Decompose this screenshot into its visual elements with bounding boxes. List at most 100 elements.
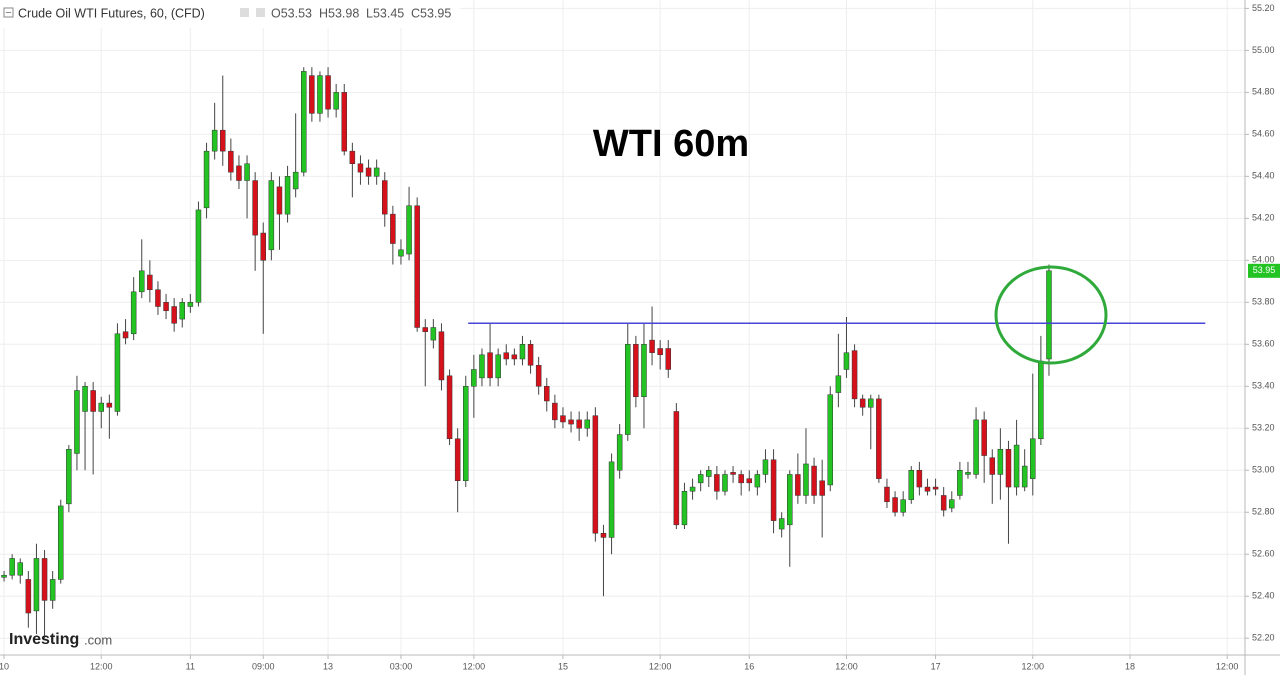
candle-body bbox=[268, 180, 275, 251]
candle-body bbox=[641, 344, 647, 398]
candle-body bbox=[665, 348, 672, 370]
candle-body bbox=[195, 209, 202, 303]
candle-body bbox=[673, 411, 680, 526]
candle-body bbox=[479, 354, 485, 379]
candle-body bbox=[414, 205, 420, 328]
candle-body bbox=[446, 375, 453, 440]
header-close: C53.95 bbox=[411, 6, 451, 20]
candle-body bbox=[957, 470, 963, 496]
candle-body bbox=[179, 302, 186, 320]
candle-body bbox=[58, 505, 64, 580]
x-tick-label: 12:00 bbox=[649, 661, 672, 671]
candle-body bbox=[714, 474, 720, 492]
candle-body bbox=[527, 344, 534, 366]
candle-body bbox=[155, 289, 161, 307]
candle-body bbox=[252, 180, 258, 236]
x-tick-label: 18 bbox=[1125, 661, 1135, 671]
x-tick-label: 10 bbox=[0, 661, 9, 671]
candle-body bbox=[908, 470, 915, 500]
settings-icon[interactable] bbox=[240, 8, 249, 17]
candle-body bbox=[827, 394, 834, 486]
candle-body bbox=[114, 333, 121, 412]
y-tick-label: 53.20 bbox=[1252, 423, 1275, 433]
candle-body bbox=[1046, 270, 1052, 360]
candle-body bbox=[33, 558, 40, 612]
candle-body bbox=[122, 331, 129, 339]
candle-body bbox=[787, 474, 793, 526]
candle-body bbox=[778, 518, 785, 530]
candle-body bbox=[1, 574, 7, 578]
candle-body bbox=[730, 472, 736, 475]
candle-body bbox=[981, 419, 987, 456]
collapse-icon[interactable] bbox=[3, 7, 14, 18]
candle-body bbox=[965, 472, 971, 475]
candle-body bbox=[454, 438, 461, 482]
candle-body bbox=[859, 398, 866, 408]
candle-body bbox=[754, 474, 761, 488]
candle-body bbox=[681, 491, 688, 526]
x-tick-label: 12:00 bbox=[835, 661, 858, 671]
candle-body bbox=[633, 344, 639, 398]
candle-body bbox=[576, 419, 582, 429]
candle-body bbox=[746, 478, 753, 484]
candle-body bbox=[203, 150, 210, 209]
candle-body bbox=[697, 474, 704, 484]
candle-body bbox=[657, 348, 663, 356]
logo-brand: Investing bbox=[9, 631, 79, 648]
y-tick-label: 53.60 bbox=[1252, 339, 1275, 349]
candle-body bbox=[422, 327, 429, 332]
candle-body bbox=[228, 150, 234, 173]
candle-body bbox=[584, 419, 591, 429]
last-price-box bbox=[1248, 263, 1280, 278]
candle-body bbox=[211, 129, 218, 152]
highlight-circle bbox=[994, 265, 1108, 365]
candle-body bbox=[949, 499, 955, 509]
x-tick-label: 16 bbox=[744, 661, 754, 671]
x-tick-label: 09:00 bbox=[252, 661, 275, 671]
candle-body bbox=[924, 486, 931, 492]
candle-body bbox=[487, 352, 493, 379]
candle-body bbox=[795, 474, 801, 496]
candle-body bbox=[163, 302, 169, 311]
candle-body bbox=[851, 350, 858, 400]
candle-body bbox=[868, 398, 874, 408]
candle-body bbox=[284, 176, 291, 215]
candle-body bbox=[106, 402, 113, 408]
candle-body bbox=[811, 465, 817, 496]
header-low: L53.45 bbox=[366, 6, 404, 20]
candle-body bbox=[689, 486, 696, 492]
candle-body bbox=[382, 180, 388, 215]
hide-icon[interactable] bbox=[256, 8, 265, 17]
y-tick-label: 54.60 bbox=[1252, 129, 1275, 139]
candle-body bbox=[932, 486, 939, 490]
x-tick-label: 11 bbox=[186, 661, 195, 671]
candle-body bbox=[406, 205, 412, 255]
candle-body bbox=[74, 390, 80, 454]
y-tick-label: 52.60 bbox=[1252, 549, 1275, 559]
y-tick-label: 54.40 bbox=[1252, 171, 1275, 181]
candle-body bbox=[390, 213, 396, 244]
candle-body bbox=[535, 365, 542, 387]
y-tick-label: 52.80 bbox=[1252, 507, 1275, 517]
x-tick-label: 12:00 bbox=[1022, 661, 1045, 671]
candle-body bbox=[41, 558, 48, 601]
candle-body bbox=[1030, 438, 1036, 479]
candle-body bbox=[139, 270, 145, 293]
candle-body bbox=[25, 579, 32, 614]
candle-body bbox=[762, 459, 769, 475]
candle-body bbox=[187, 302, 194, 307]
candle-body bbox=[9, 558, 15, 576]
candle-body bbox=[292, 171, 299, 190]
candle-body bbox=[495, 354, 501, 379]
candle-body bbox=[398, 249, 404, 257]
candle-body bbox=[66, 449, 72, 505]
candle-body bbox=[770, 459, 777, 521]
x-tick-label: 13 bbox=[323, 661, 333, 671]
candle-body bbox=[568, 419, 574, 425]
candle-body bbox=[892, 497, 898, 513]
candle-body bbox=[365, 167, 372, 177]
candle-body bbox=[1021, 465, 1028, 488]
y-tick-label: 54.00 bbox=[1252, 255, 1275, 265]
candle-body bbox=[17, 562, 24, 576]
